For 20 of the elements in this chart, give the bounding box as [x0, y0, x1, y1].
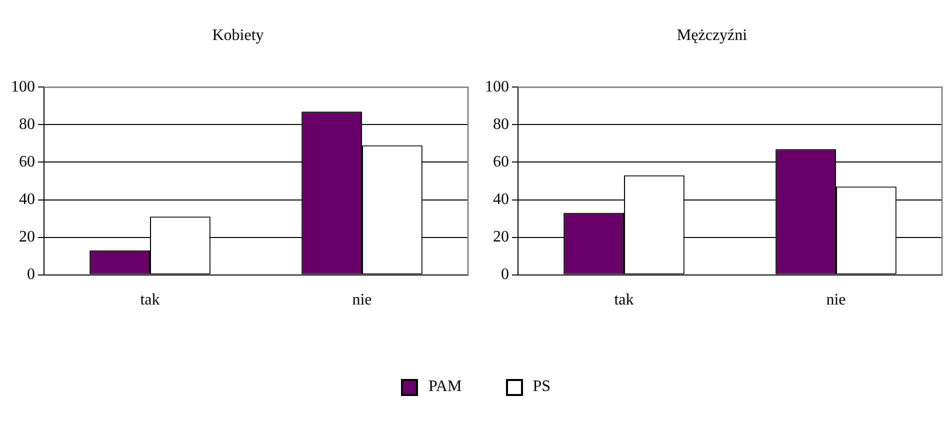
y-tick-label: 60 — [493, 153, 509, 170]
x-tick-label: nie — [352, 292, 372, 309]
chart-title: Kobiety — [212, 26, 264, 44]
y-tick-label: 80 — [19, 116, 35, 133]
y-tick-label: 20 — [19, 228, 35, 246]
y-tick-label: 40 — [19, 190, 35, 208]
y-tick-label: 20 — [493, 228, 509, 246]
y-tick-label: 60 — [19, 153, 35, 170]
y-tick-label: 0 — [27, 266, 35, 284]
y-tick-label: 80 — [493, 116, 509, 133]
legend-label: PAM — [428, 378, 462, 396]
y-tick-label: 100 — [485, 78, 509, 96]
x-tick-label: tak — [614, 292, 634, 309]
chart-title: Mężczyźni — [676, 26, 748, 44]
text: PS — [532, 378, 550, 396]
y-tick-label: 40 — [493, 190, 509, 208]
y-tick-label: 0 — [501, 266, 509, 284]
x-tick-label: tak — [140, 292, 160, 309]
y-tick-label: 100 — [11, 78, 35, 96]
x-tick-label: nie — [826, 292, 846, 309]
